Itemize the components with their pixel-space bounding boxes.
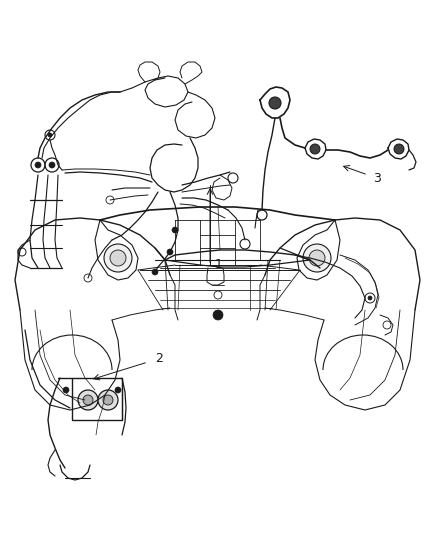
Circle shape bbox=[63, 387, 69, 393]
Circle shape bbox=[152, 269, 158, 275]
Circle shape bbox=[35, 162, 41, 168]
Text: 1: 1 bbox=[215, 259, 223, 271]
Circle shape bbox=[98, 390, 118, 410]
Circle shape bbox=[103, 395, 113, 405]
Circle shape bbox=[83, 395, 93, 405]
Circle shape bbox=[167, 249, 173, 255]
Circle shape bbox=[110, 250, 126, 266]
Circle shape bbox=[48, 133, 52, 137]
Circle shape bbox=[172, 227, 178, 233]
Text: 2: 2 bbox=[155, 351, 163, 365]
Circle shape bbox=[78, 390, 98, 410]
Circle shape bbox=[310, 144, 320, 154]
Circle shape bbox=[49, 162, 55, 168]
Circle shape bbox=[269, 97, 281, 109]
Circle shape bbox=[303, 244, 331, 272]
Circle shape bbox=[394, 144, 404, 154]
Circle shape bbox=[213, 310, 223, 320]
Circle shape bbox=[104, 244, 132, 272]
Bar bbox=[72, 378, 122, 420]
Text: 3: 3 bbox=[373, 172, 381, 184]
Circle shape bbox=[368, 296, 372, 300]
Circle shape bbox=[309, 250, 325, 266]
Circle shape bbox=[115, 387, 121, 393]
